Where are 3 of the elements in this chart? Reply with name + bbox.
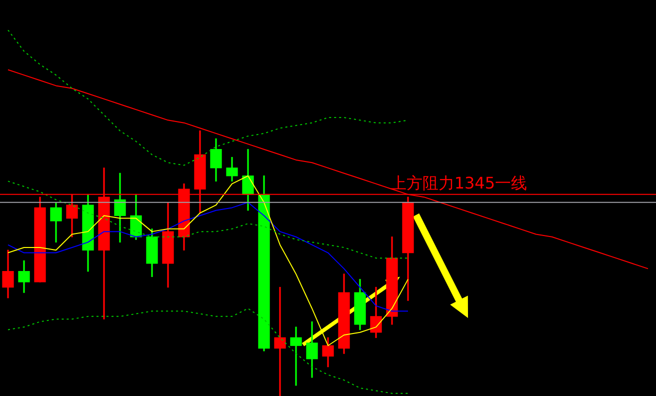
- candlestick: [290, 326, 302, 386]
- candlestick: [274, 286, 286, 396]
- ref-line-label: 上方阻力1345一线: [390, 174, 528, 193]
